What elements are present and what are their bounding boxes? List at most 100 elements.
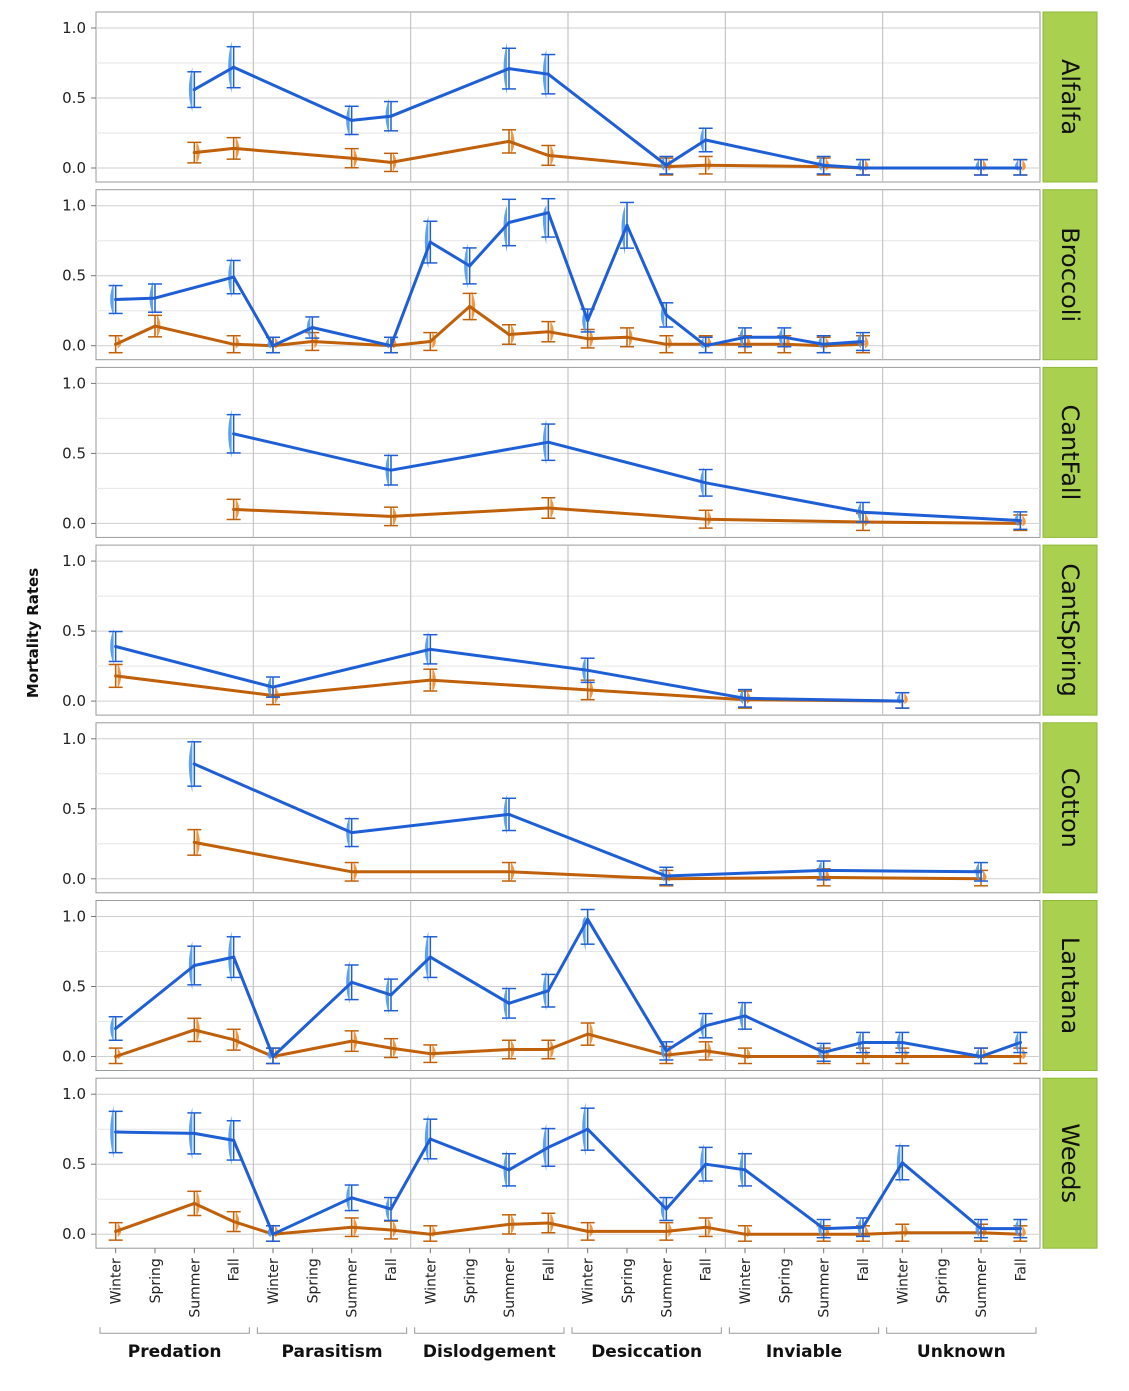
panel-strip [1042, 900, 1098, 1071]
series-b-violin [983, 870, 987, 882]
series-a-point [389, 114, 393, 118]
series-a-point [664, 163, 668, 167]
panel-strip-label: Weeds [1056, 1123, 1084, 1203]
y-tick-label: 0.0 [62, 514, 86, 532]
series-a-point [979, 1227, 983, 1231]
panel-weeds: 0.0 0.5 1.0 Weeds [62, 1077, 1098, 1249]
cause-bracket [571, 1327, 722, 1334]
series-a-point [586, 1127, 590, 1131]
series-b-violin [589, 1222, 594, 1237]
series-b-point [1018, 1054, 1022, 1059]
series-b-point [546, 1221, 550, 1225]
series-a-violin [542, 1123, 547, 1171]
series-a-point [861, 166, 865, 170]
panel-strip-label: CantSpring [1056, 563, 1084, 697]
series-a-point [743, 696, 747, 700]
series-a-point [192, 88, 196, 92]
series-b-point [546, 153, 550, 157]
series-b-point [428, 339, 432, 344]
series-b-violin [432, 332, 436, 349]
y-tick-label: 0.0 [62, 1225, 86, 1243]
series-a-line [115, 645, 903, 703]
series-a-point [1018, 166, 1022, 170]
series-a-violin [346, 1183, 350, 1213]
series-b-point [232, 1038, 236, 1042]
series-b-point [428, 1232, 432, 1236]
series-b-point [232, 1220, 236, 1224]
series-a-point [900, 1040, 904, 1045]
cause-bracket [256, 1327, 408, 1334]
series-a-violin [818, 1219, 822, 1237]
series-a-point [900, 699, 904, 703]
series-b-point [664, 1229, 668, 1233]
y-tick-label: 1.0 [62, 1085, 86, 1103]
series-a-violin [503, 205, 507, 253]
series-b-point [192, 151, 196, 155]
series-b-point [507, 1222, 511, 1226]
season-tick-label: Summer [974, 1258, 990, 1318]
cause-bracket [414, 1327, 565, 1334]
series-a-point [507, 67, 511, 71]
series-a-point [389, 993, 393, 997]
series-a-point [114, 644, 118, 649]
y-tick-label: 0.5 [62, 800, 86, 818]
season-tick-label: Summer [659, 1258, 675, 1318]
series-b-violin [1022, 1225, 1026, 1237]
series-a-point [192, 1131, 196, 1135]
series-a-violin [503, 985, 507, 1022]
series-b-point [625, 335, 629, 339]
series-a-violin [975, 1219, 979, 1237]
panels: 0.0 0.5 1.0 Alfalfa 0.0 0.5 1.0 Broccoli 0.0 0.5 1… [62, 11, 1098, 1249]
series-a-line [115, 211, 864, 348]
y-tick-label: 0.0 [62, 870, 86, 888]
panel-strip [1042, 189, 1098, 361]
series-a-point [232, 65, 236, 69]
y-tick-label: 0.5 [62, 622, 86, 640]
series-a-point [1018, 1227, 1022, 1231]
season-tick-label: Spring [305, 1258, 321, 1303]
series-a-point [546, 211, 550, 215]
series-a-point [822, 342, 826, 346]
y-tick-label: 0.0 [62, 1048, 86, 1066]
series-a-violin [700, 1143, 704, 1185]
series-a-point [232, 1138, 236, 1142]
series-b-line [115, 1028, 1021, 1058]
series-b-point [704, 1225, 708, 1229]
series-a-point [586, 917, 590, 921]
series-b-point [507, 1047, 511, 1052]
y-tick-label: 0.5 [62, 444, 86, 462]
series-a-point [586, 318, 590, 323]
series-b-point [114, 1229, 118, 1233]
series-b-point [507, 870, 511, 874]
y-tick-label: 1.0 [62, 908, 86, 926]
series-b-line [233, 506, 1021, 525]
y-tick-label: 0.5 [62, 89, 86, 107]
series-b-point [350, 870, 354, 874]
cause-label: Dislodgement [423, 1342, 556, 1362]
panel-strip [1042, 11, 1098, 183]
series-a-point [822, 1050, 826, 1054]
series-a-point [114, 297, 118, 302]
series-a-point [704, 344, 708, 348]
series-a-point [979, 166, 983, 170]
series-a-point [704, 138, 708, 142]
y-tick-label: 1.0 [62, 730, 86, 748]
series-b-violin [471, 291, 476, 322]
season-tick-label: Fall [1013, 1258, 1029, 1281]
cause-bracket [728, 1327, 880, 1334]
series-a-point [468, 264, 472, 268]
series-a-violin [896, 1141, 901, 1184]
series-b-point [350, 1039, 354, 1043]
series-a-point [350, 980, 354, 984]
series-a-point [743, 1168, 747, 1172]
series-a-point [507, 1168, 511, 1172]
series-a-point [822, 1227, 826, 1231]
series-b-point [546, 506, 550, 510]
series-a-violin [228, 409, 232, 458]
series-a-point [979, 1054, 983, 1059]
series-b-point [389, 160, 393, 164]
series-b-point [232, 507, 236, 511]
series-a-point [271, 344, 275, 348]
series-a-point [861, 1225, 865, 1229]
y-tick-label: 1.0 [62, 374, 86, 392]
